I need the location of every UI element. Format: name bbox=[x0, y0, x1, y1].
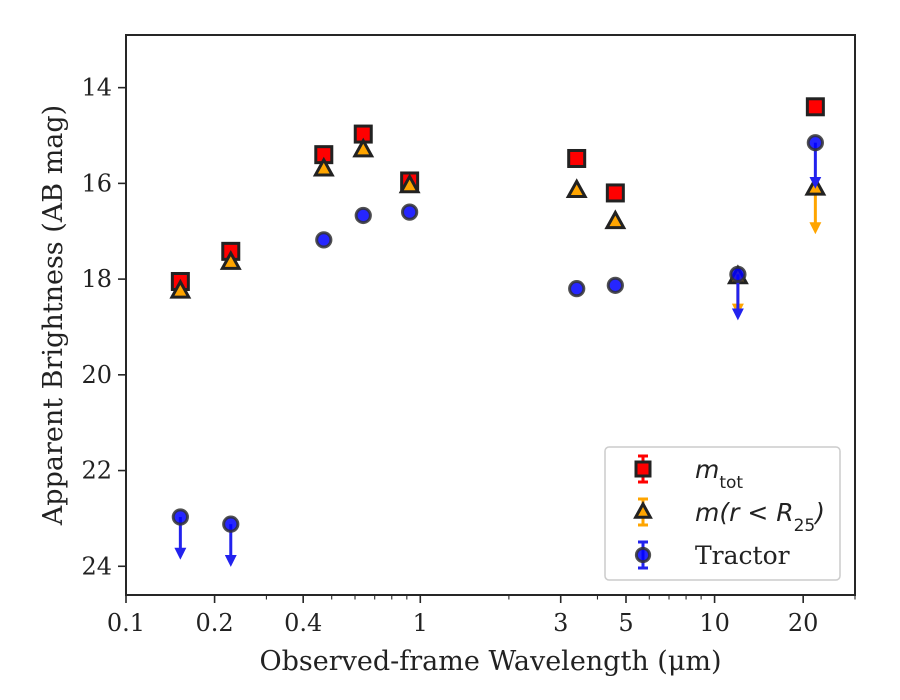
x-tick-label: 0.4 bbox=[284, 609, 322, 637]
data-point-tractor bbox=[354, 206, 372, 225]
x-tick-label: 20 bbox=[788, 609, 819, 637]
data-point-m-r-r-25 bbox=[604, 209, 627, 230]
data-point-m-r-r-25 bbox=[565, 178, 588, 199]
data-point-m-r-r-25 bbox=[398, 173, 421, 194]
x-tick-label: 0.2 bbox=[196, 609, 234, 637]
x-tick-label: 3 bbox=[553, 609, 568, 637]
data-point-m-tot bbox=[805, 97, 825, 117]
data-point-tractor bbox=[171, 508, 189, 526]
series-m-tot bbox=[170, 97, 825, 291]
data-point-tractor bbox=[568, 280, 586, 298]
y-axis-label: Apparent Brightness (AB mag) bbox=[38, 105, 69, 526]
plot-area bbox=[169, 97, 827, 567]
data-point-tractor bbox=[606, 276, 624, 294]
legend-label-tractor: Tractor bbox=[695, 541, 790, 570]
legend-marker-m-tot bbox=[634, 460, 652, 478]
x-tick-label: 5 bbox=[618, 609, 633, 637]
series-m-r-r-25 bbox=[169, 137, 827, 316]
data-point-m-r-r-25 bbox=[169, 278, 192, 299]
data-point-m-r-r-25 bbox=[219, 250, 242, 270]
legend-box bbox=[604, 446, 841, 581]
data-point-tractor bbox=[729, 265, 747, 283]
x-tick-label: 10 bbox=[699, 609, 730, 637]
data-point-m-tot bbox=[567, 148, 587, 168]
x-tick-label: 0.1 bbox=[107, 609, 145, 637]
data-point-m-tot bbox=[605, 183, 625, 203]
data-point-m-r-r-25 bbox=[312, 156, 335, 177]
data-point-tractor bbox=[315, 231, 333, 249]
y-tick-label: 24 bbox=[81, 552, 112, 580]
y-tick-label: 16 bbox=[81, 169, 112, 197]
x-tick-label: 1 bbox=[413, 609, 428, 637]
axes: 0.1 0.2 0.4 1 3 5 10 20 14 16 18 20 22 24 bbox=[81, 34, 856, 637]
y-tick-label: 22 bbox=[81, 457, 112, 485]
data-point-tractor bbox=[806, 134, 824, 152]
data-point-tractor bbox=[222, 515, 240, 533]
data-point-m-r-r-25 bbox=[352, 137, 375, 158]
legend: mtot m(r < R25) Tractor bbox=[604, 446, 841, 581]
legend-label-m-tot: mtot bbox=[695, 455, 743, 493]
x-axis-label: Observed-frame Wavelength (μm) bbox=[259, 646, 721, 677]
y-tick-label: 14 bbox=[81, 74, 112, 102]
legend-marker-m-r-r-25 bbox=[633, 500, 653, 519]
plot-frame bbox=[125, 34, 856, 596]
y-tick-label: 18 bbox=[81, 265, 112, 293]
legend-label-m-r-r-25: m(r < R25) bbox=[695, 498, 825, 536]
data-point-tractor bbox=[401, 203, 419, 221]
y-tick-label: 20 bbox=[81, 361, 112, 389]
series-tractor bbox=[171, 134, 824, 567]
legend-marker-tractor bbox=[634, 546, 652, 564]
